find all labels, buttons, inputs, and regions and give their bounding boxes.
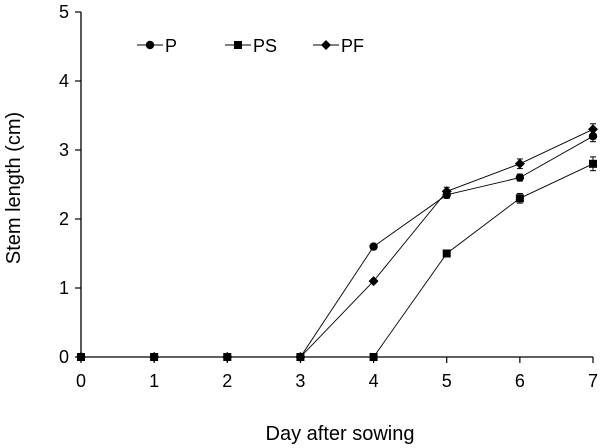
legend-item-pf: PF <box>313 36 364 56</box>
series-line-ps <box>81 163 594 358</box>
data-point-ps <box>442 249 451 258</box>
data-point-pf <box>368 276 379 287</box>
legend-label-ps: PS <box>253 36 277 56</box>
data-point-pf <box>295 352 306 362</box>
data-point-ps <box>515 194 524 203</box>
data-point-pf <box>76 352 86 362</box>
y-tick-label: 5 <box>59 2 69 22</box>
legend-item-p: P <box>137 36 177 56</box>
x-tick-label: 2 <box>222 371 232 391</box>
series-layer <box>76 123 598 362</box>
x-tick-label: 5 <box>442 371 452 391</box>
data-point-ps <box>589 159 597 168</box>
data-point-pf <box>514 158 525 169</box>
series-line-pf <box>81 128 594 358</box>
data-point-p <box>515 173 525 182</box>
data-point-p <box>369 242 378 251</box>
data-point-pf <box>149 352 160 362</box>
y-tick-label: 3 <box>59 140 69 160</box>
ticks: 0 1 2 3 4 5 0 1 2 3 4 5 6 7 <box>59 2 598 391</box>
legend-marker-ps <box>234 41 242 49</box>
legend-marker-pf <box>321 40 331 50</box>
x-axis-title: Day after sowing <box>266 423 415 445</box>
y-tick-label: 4 <box>59 71 69 91</box>
data-point-ps <box>369 353 378 361</box>
legend-marker-p <box>145 40 155 50</box>
y-tick-label: 2 <box>59 209 69 229</box>
legend: P PS PF <box>137 36 364 56</box>
x-tick-label: 1 <box>149 371 159 391</box>
data-point-pf <box>222 352 233 362</box>
axes <box>80 12 593 358</box>
data-point-pf <box>588 124 598 135</box>
x-tick-label: 4 <box>369 371 379 391</box>
x-tick-label: 6 <box>515 371 525 391</box>
series-pf <box>76 123 598 362</box>
legend-label-pf: PF <box>341 36 364 56</box>
data-point-pf <box>441 186 452 197</box>
x-tick-label: 3 <box>295 371 305 391</box>
series-ps <box>77 156 597 361</box>
data-point-p <box>588 132 598 141</box>
y-axis-title: Stem length (cm) <box>3 112 25 264</box>
y-tick-label: 1 <box>59 278 69 298</box>
legend-label-p: P <box>165 36 177 56</box>
x-tick-label: 0 <box>76 371 86 391</box>
y-tick-label: 0 <box>59 347 69 367</box>
series-line-p <box>81 135 594 358</box>
x-tick-label: 7 <box>588 371 598 391</box>
legend-item-ps: PS <box>225 36 277 56</box>
